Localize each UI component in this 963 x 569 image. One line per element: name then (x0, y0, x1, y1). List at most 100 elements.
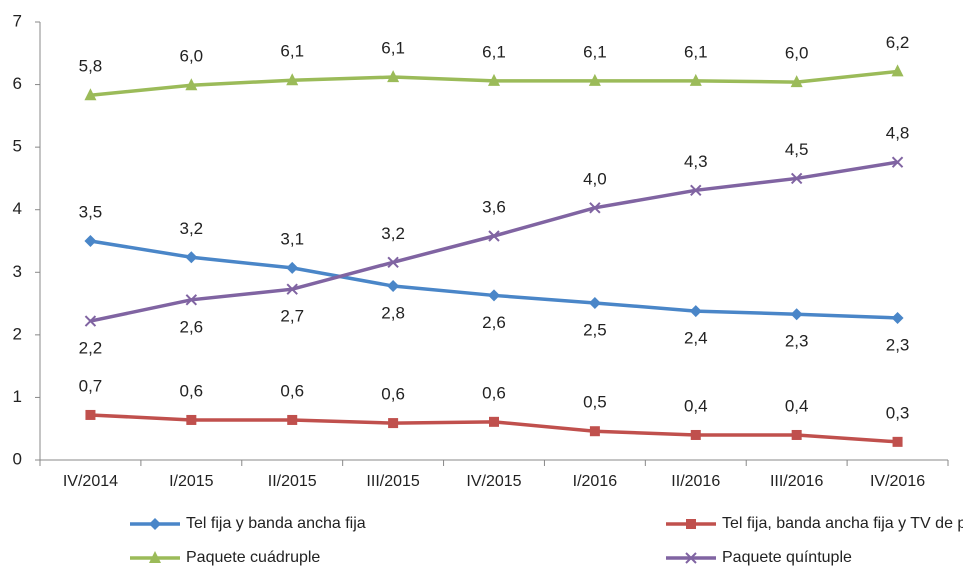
marker (286, 261, 299, 274)
data-label: 2,8 (381, 304, 405, 323)
data-label: 3,6 (482, 197, 506, 216)
marker (891, 64, 904, 77)
data-label: 6,1 (280, 42, 304, 61)
marker (488, 289, 500, 302)
x-tick-label: III/2016 (770, 473, 823, 490)
legend-label: Tel fija, banda ancha fija y TV de pago (722, 515, 963, 532)
marker (84, 235, 97, 247)
marker (488, 73, 500, 86)
series-line (90, 239, 898, 320)
data-label: 5,8 (79, 57, 103, 76)
marker (589, 426, 600, 437)
data-label: 6,1 (381, 39, 405, 58)
x-tick-label: II/2016 (671, 473, 720, 490)
data-label: 0,4 (684, 396, 708, 415)
data-label: 6,0 (785, 44, 809, 63)
marker (84, 88, 97, 101)
y-tick-label: 4 (13, 199, 22, 218)
x-tick-label: III/2015 (366, 473, 419, 490)
marker (790, 75, 803, 88)
marker (588, 73, 601, 86)
y-tick-label: 5 (13, 137, 22, 156)
marker (790, 308, 803, 321)
data-label: 2,7 (280, 307, 304, 326)
data-label: 2,6 (180, 317, 204, 336)
marker (388, 418, 399, 429)
legend-label: Paquete cuádruple (186, 549, 320, 566)
data-label: 2,6 (482, 313, 506, 332)
data-label: 3,1 (280, 229, 304, 248)
data-label: 3,5 (79, 202, 103, 221)
data-label: 4,3 (684, 152, 708, 171)
marker (686, 519, 696, 529)
marker (791, 429, 802, 440)
data-label: 2,5 (583, 320, 607, 339)
series: 5,8 6,0 6,1 6,1 6,1 6,1 6,1 6,0 6,2 (79, 33, 910, 101)
data-label: 4,5 (785, 140, 809, 159)
data-label: 3,2 (180, 219, 204, 238)
series: 3,5 3,2 3,1 2,8 2,6 2,5 2,4 2,3 2,3 (79, 202, 910, 354)
legend-label: Tel fija y banda ancha fija (186, 515, 366, 532)
data-label: 4,8 (886, 124, 910, 143)
data-label: 6,1 (583, 42, 607, 61)
data-label: 6,1 (482, 42, 506, 61)
marker (286, 73, 299, 86)
marker (488, 230, 500, 242)
marker (588, 296, 601, 309)
data-label: 0,7 (79, 376, 103, 395)
x-tick-label: IV/2015 (466, 473, 521, 490)
marker (287, 414, 298, 425)
data-label: 3,2 (381, 224, 405, 243)
x-tick-label: IV/2016 (870, 473, 925, 490)
marker (84, 315, 97, 327)
marker (85, 409, 96, 420)
x-tick-label: II/2015 (268, 473, 317, 490)
marker (387, 70, 400, 83)
data-label: 4,0 (583, 169, 607, 188)
marker (891, 311, 904, 324)
data-label: 0,4 (785, 396, 809, 415)
data-label: 2,3 (886, 335, 910, 354)
x-tick-label: I/2016 (573, 473, 618, 490)
marker (185, 294, 198, 306)
data-label: 6,1 (684, 42, 708, 61)
x-tick-label: I/2015 (169, 473, 214, 490)
marker (387, 280, 400, 293)
legend-label: Paquete quíntuple (722, 549, 852, 566)
marker (891, 156, 904, 168)
data-label: 0,3 (886, 403, 910, 422)
y-tick-label: 2 (13, 324, 22, 343)
marker (790, 172, 803, 185)
data-label: 6,2 (886, 33, 910, 52)
y-tick-label: 6 (13, 74, 22, 93)
marker (186, 414, 197, 425)
y-tick-label: 1 (13, 387, 22, 406)
marker (149, 551, 161, 563)
series: 2,2 2,6 2,7 3,2 3,6 4,0 4,3 4,5 4,8 (79, 124, 910, 358)
data-label: 0,6 (381, 385, 405, 404)
marker (185, 251, 198, 264)
marker (689, 73, 702, 86)
marker (685, 552, 697, 564)
marker (690, 184, 702, 197)
data-label: 6,0 (180, 47, 204, 66)
y-tick-label: 3 (13, 262, 22, 281)
marker (387, 256, 399, 268)
data-label: 0,6 (280, 381, 304, 400)
marker (149, 518, 161, 530)
data-label: 0,6 (180, 381, 204, 400)
data-label: 0,5 (583, 393, 607, 412)
data-label: 0,6 (482, 383, 506, 402)
data-label: 2,3 (785, 332, 809, 351)
y-tick-label: 0 (13, 449, 22, 468)
marker (689, 305, 702, 318)
marker (690, 429, 701, 440)
x-tick-label: IV/2014 (63, 473, 118, 490)
y-tick-label: 7 (13, 11, 22, 30)
marker (286, 283, 298, 295)
marker (589, 202, 601, 214)
marker (892, 436, 903, 447)
data-label: 2,2 (79, 339, 103, 358)
marker (489, 416, 499, 427)
